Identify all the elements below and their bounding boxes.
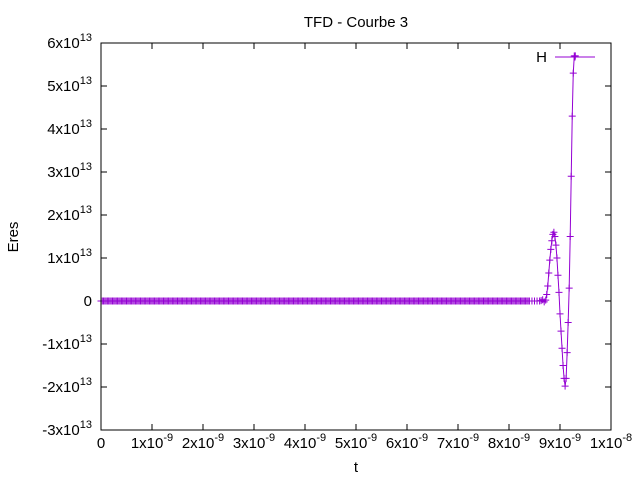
data-point-marker [568, 112, 576, 120]
x-tick-label: 0 [97, 435, 105, 452]
axis-ticks: -3x1013 -2x1013 -1x1013 0 1x1013 2x1013 3x1013… [42, 32, 632, 452]
data-point-marker [566, 233, 574, 240]
data-point-marker [564, 319, 572, 326]
legend-label: H [536, 49, 547, 66]
series-group [97, 52, 579, 390]
data-point-marker [544, 282, 552, 290]
y-tick-label: -2x1013 [42, 376, 92, 396]
data-point-marker [569, 69, 577, 77]
x-tick-label: 9x10-9 [539, 432, 581, 452]
y-tick-label: 2x1013 [47, 204, 92, 224]
y-tick-label: 4x1013 [47, 118, 92, 138]
x-tick-label: 1x10-8 [590, 432, 632, 452]
data-point-marker [553, 254, 561, 262]
y-tick-label: 6x1013 [47, 32, 92, 52]
data-point-marker [545, 269, 553, 277]
data-point-marker [551, 233, 559, 240]
chart-title: TFD - Courbe 3 [304, 14, 408, 31]
data-point-marker [554, 271, 562, 279]
x-tick-label: 1x10-9 [131, 432, 173, 452]
y-tick-label: -1x1013 [42, 333, 92, 353]
data-point-marker [565, 284, 573, 292]
x-tick-label: 5x10-9 [335, 432, 377, 452]
data-point-marker [540, 298, 548, 306]
data-point-marker [552, 241, 560, 249]
x-tick-label: 6x10-9 [386, 432, 428, 452]
y-tick-label: 5x1013 [47, 75, 92, 95]
legend: H [536, 49, 595, 66]
data-point-marker [558, 344, 566, 352]
y-axis-label: Eres [5, 222, 22, 253]
x-tick-label: 8x10-9 [488, 432, 530, 452]
data-point-marker [559, 362, 567, 369]
data-point-marker [561, 382, 569, 390]
y-tick-label: 0 [84, 293, 92, 310]
data-point-marker [543, 291, 551, 299]
data-point-marker [563, 349, 571, 357]
data-point-marker [547, 245, 555, 253]
x-axis-label: t [354, 459, 359, 476]
data-point-marker [562, 374, 570, 382]
plot-frame [100, 42, 612, 431]
x-tick-label: 4x10-9 [284, 432, 326, 452]
data-point-marker [557, 327, 565, 335]
data-point-marker [555, 288, 563, 296]
legend-marker-sample [571, 53, 579, 61]
data-point-marker [542, 296, 550, 304]
x-tick-label: 2x10-9 [182, 432, 224, 452]
y-tick-label: 1x1013 [47, 247, 92, 267]
series-markers [97, 52, 579, 390]
data-point-marker [567, 172, 575, 180]
data-point-marker [556, 310, 564, 318]
data-point-marker [548, 237, 556, 245]
y-tick-label: 3x1013 [47, 161, 92, 181]
y-tick-label: -3x1013 [42, 419, 92, 439]
x-tick-label: 7x10-9 [437, 432, 479, 452]
data-point-marker [550, 228, 558, 236]
data-point-marker [546, 256, 554, 264]
x-tick-label: 3x10-9 [233, 432, 275, 452]
